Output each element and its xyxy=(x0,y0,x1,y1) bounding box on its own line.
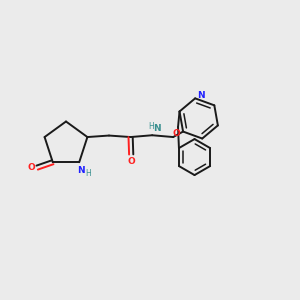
Text: O: O xyxy=(173,129,180,138)
Text: N: N xyxy=(153,124,161,133)
Text: H: H xyxy=(85,169,91,178)
Text: O: O xyxy=(27,163,35,172)
Text: O: O xyxy=(128,157,135,166)
Text: N: N xyxy=(77,166,85,175)
Text: N: N xyxy=(197,91,204,100)
Text: H: H xyxy=(149,122,155,131)
